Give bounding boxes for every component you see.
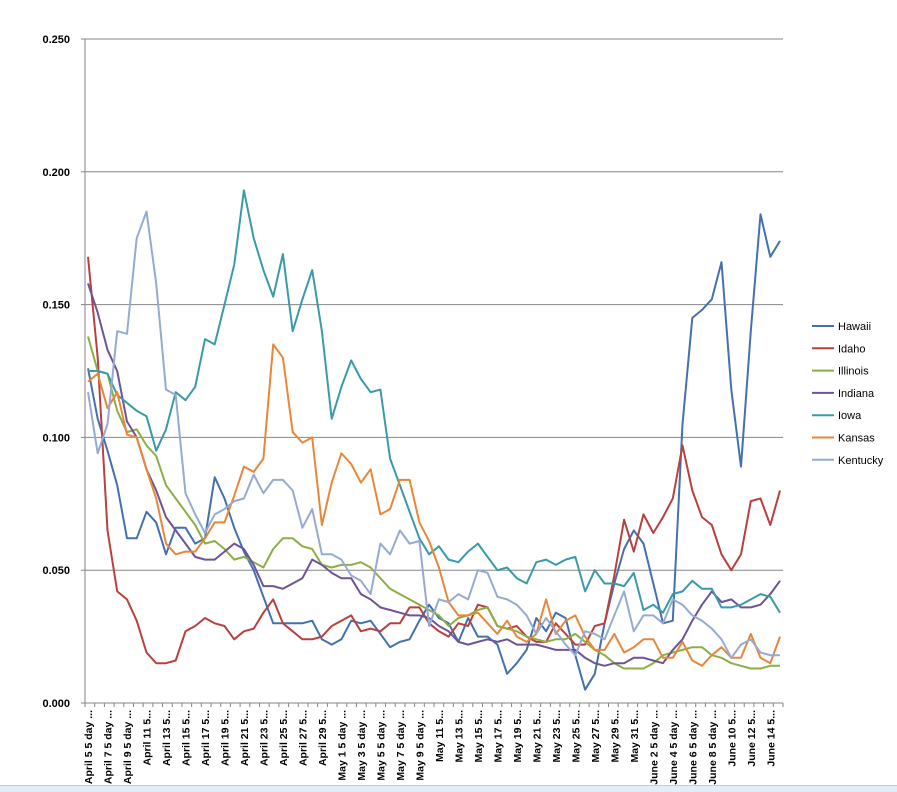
series-line-illinois bbox=[87, 336, 780, 670]
x-tick-label: April 25 5... bbox=[278, 710, 290, 766]
y-axis-ticks: 0.000 0.050 0.100 0.150 0.200 0.250 bbox=[42, 34, 86, 710]
x-tick-label: April 7 5 day ... bbox=[102, 710, 114, 784]
legend-label: Hawaii bbox=[838, 321, 871, 333]
x-tick-label: May 5 5 day ... bbox=[375, 710, 387, 781]
legend-item-illinois: Illinois bbox=[812, 366, 869, 378]
x-tick-label: June 2 5 day ... bbox=[648, 710, 660, 785]
x-tick-label: April 15 5... bbox=[180, 710, 192, 766]
y-tick-label: 0.000 bbox=[42, 698, 70, 710]
legend-item-hawaii: Hawaii bbox=[812, 321, 871, 333]
x-tick-label: April 5 5 day ... bbox=[83, 710, 95, 784]
legend-item-idaho: Idaho bbox=[812, 343, 866, 355]
series-line-hawaii bbox=[87, 213, 781, 691]
y-tick-label: 0.050 bbox=[42, 565, 70, 577]
series-line-iowa bbox=[88, 189, 781, 614]
x-tick-label: May 15 5... bbox=[473, 710, 485, 763]
x-tick-label: May 25 5... bbox=[570, 710, 582, 763]
legend-item-iowa: Iowa bbox=[812, 410, 862, 422]
x-tick-label: June 8 5 day ... bbox=[707, 710, 719, 785]
legend-label: Iowa bbox=[838, 410, 862, 422]
x-tick-label: June 14 5... bbox=[765, 710, 777, 767]
x-tick-label: April 13 5... bbox=[161, 710, 173, 766]
x-tick-label: May 3 5 day ... bbox=[356, 710, 368, 781]
y-tick-label: 0.200 bbox=[42, 167, 70, 179]
x-tick-label: April 19 5... bbox=[219, 710, 231, 766]
y-tick-label: 0.250 bbox=[42, 34, 70, 46]
x-tick-label: May 23 5... bbox=[551, 710, 563, 763]
legend-item-indiana: Indiana bbox=[812, 388, 875, 400]
x-tick-label: May 17 5... bbox=[492, 710, 504, 763]
x-tick-label: April 9 5 day ... bbox=[122, 710, 134, 784]
x-tick-label: May 21 5... bbox=[531, 710, 543, 763]
x-tick-label: April 21 5... bbox=[239, 710, 251, 766]
series-line-idaho bbox=[87, 256, 781, 665]
x-axis: April 5 5 day ... April 7 5 day ... April … bbox=[83, 702, 784, 785]
x-tick-label: April 29 5... bbox=[317, 710, 329, 766]
x-tick-label: May 19 5... bbox=[512, 710, 524, 763]
series-line-indiana bbox=[87, 283, 781, 667]
legend-item-kansas: Kansas bbox=[812, 433, 875, 445]
x-tick-label: May 1 5 day ... bbox=[336, 710, 348, 781]
gridlines bbox=[85, 38, 783, 571]
legend-label: Kansas bbox=[838, 433, 875, 445]
x-tick-label: May 31 5... bbox=[629, 710, 641, 763]
series-lines bbox=[87, 189, 781, 691]
x-tick-label: June 6 5 day ... bbox=[687, 710, 699, 785]
x-tick-label: May 27 5... bbox=[590, 710, 602, 763]
x-tick-label: June 4 5 day ... bbox=[668, 710, 680, 785]
x-tick-label: May 29 5... bbox=[609, 710, 621, 763]
legend-label: Illinois bbox=[838, 366, 869, 378]
x-tick-label: April 11 5... bbox=[141, 710, 153, 766]
legend-label: Indiana bbox=[838, 388, 875, 400]
series-line-kentucky bbox=[87, 210, 780, 659]
series-line-kansas bbox=[87, 343, 781, 667]
x-tick-label: April 17 5... bbox=[200, 710, 212, 766]
x-tick-label: April 23 5... bbox=[258, 710, 270, 766]
x-tick-label: June 12 5... bbox=[746, 710, 758, 767]
legend-label: Kentucky bbox=[838, 455, 884, 467]
x-tick-label: June 10 5... bbox=[726, 710, 738, 767]
x-tick-label: May 13 5... bbox=[453, 710, 465, 763]
legend: Hawaii Idaho Illinois Indiana Iowa Kansas Kent… bbox=[812, 321, 884, 467]
y-tick-label: 0.100 bbox=[42, 432, 70, 444]
x-tick-label: May 9 5 day ... bbox=[414, 710, 426, 781]
legend-item-kentucky: Kentucky bbox=[812, 455, 884, 467]
window-bottom-strip bbox=[0, 785, 897, 792]
x-tick-label: May 11 5... bbox=[434, 710, 446, 762]
y-tick-label: 0.150 bbox=[42, 300, 70, 312]
x-tick-label: May 7 5 day ... bbox=[395, 710, 407, 781]
legend-label: Idaho bbox=[838, 343, 866, 355]
x-tick-label: April 27 5... bbox=[297, 710, 309, 766]
